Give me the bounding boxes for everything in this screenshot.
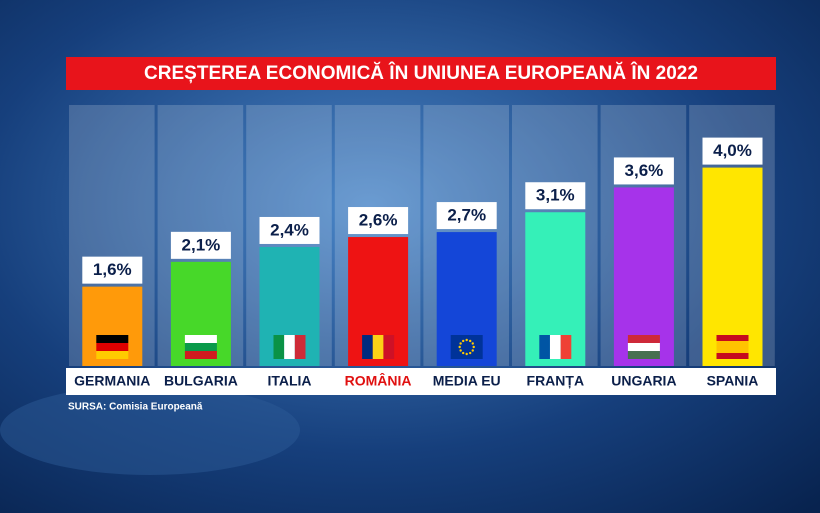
bar	[702, 167, 763, 366]
flag	[465, 352, 468, 356]
flag	[627, 343, 660, 351]
flag	[362, 335, 373, 359]
category-label: ITALIA	[267, 373, 311, 389]
flag	[184, 335, 217, 343]
category-label: SPANIA	[707, 373, 759, 389]
flag	[560, 335, 572, 359]
flag	[96, 335, 129, 343]
flag	[294, 335, 306, 359]
flag	[184, 343, 217, 351]
value-label-box	[348, 207, 409, 235]
value-label: 2,4%	[270, 220, 309, 239]
value-label-box	[82, 256, 143, 284]
value-label-box	[259, 216, 320, 244]
flag	[469, 339, 472, 343]
flag	[96, 343, 129, 351]
category-label: BULGARIA	[164, 373, 238, 389]
category-label: UNGARIA	[611, 373, 676, 389]
flag	[284, 335, 295, 359]
value-label: 2,1%	[182, 235, 221, 254]
value-label-box	[436, 202, 497, 230]
flag	[372, 335, 384, 359]
value-label-box	[613, 157, 674, 185]
value-label: 2,6%	[359, 211, 398, 230]
flag	[472, 345, 475, 349]
title-bar	[66, 57, 776, 90]
value-label: 1,6%	[93, 260, 132, 279]
value-label-box	[525, 182, 586, 210]
flag	[96, 351, 129, 359]
flag	[459, 349, 462, 352]
flag	[627, 351, 660, 359]
flag	[462, 339, 465, 343]
category-label: ROMÂNIA	[345, 372, 412, 389]
chart-title: CREȘTEREA ECONOMICĂ ÎN UNIUNEA EUROPEANĂ…	[144, 62, 698, 84]
value-label: 3,6%	[625, 161, 664, 180]
plot: 1,6% GERMANIA 2,1% BULGARIA 2,4% ITALIA 2,6% RO…	[69, 105, 775, 389]
value-label: 3,1%	[536, 186, 575, 205]
flag	[459, 342, 462, 345]
flag	[462, 351, 465, 355]
flag	[471, 342, 474, 345]
category-label: FRANȚA	[527, 373, 585, 389]
category-label: GERMANIA	[74, 373, 150, 389]
category-strip	[66, 368, 776, 395]
flag	[465, 338, 468, 342]
flag	[450, 335, 483, 359]
value-label: 4,0%	[713, 141, 752, 160]
value-label-box	[170, 231, 231, 259]
flag	[458, 345, 461, 349]
flag	[383, 335, 395, 359]
flag	[549, 335, 561, 359]
category-label: MEDIA EU	[433, 373, 501, 389]
flag	[716, 341, 749, 353]
source: SURSA: Comisia Europeană	[68, 402, 203, 413]
flag	[273, 335, 285, 359]
value-label: 2,7%	[447, 206, 486, 225]
flag	[627, 335, 660, 343]
flag	[539, 335, 550, 359]
flag	[469, 351, 472, 355]
flag	[471, 349, 474, 352]
flag	[184, 351, 217, 359]
decoration	[0, 385, 300, 475]
value-label-box	[702, 137, 763, 165]
